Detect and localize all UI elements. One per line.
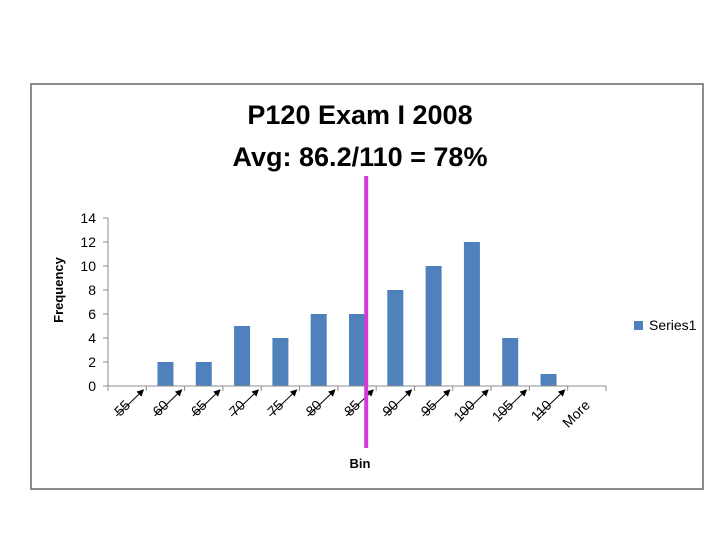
x-tick-label: 80: [302, 397, 324, 419]
axes: 0 2 4 6 8 10 12 14 55 60 65 70 75 80 85 90 95 100 105 110 Mo…: [80, 210, 607, 431]
x-tick-label: 90: [379, 397, 401, 419]
x-axis-title: Bin: [350, 456, 371, 471]
bar-105: [502, 338, 519, 386]
chart-subtitle: Avg: 86.2/110 = 78%: [232, 142, 488, 172]
bar-85: [349, 314, 365, 386]
bar-70: [234, 326, 251, 386]
bar-95: [425, 266, 442, 386]
legend: Series1: [634, 317, 696, 333]
y-tick-label: 0: [88, 378, 96, 394]
bar-75: [272, 338, 289, 386]
y-tick-label: 6: [88, 306, 96, 322]
x-tick-label: 55: [111, 397, 133, 419]
bin-edge-arrow: [460, 389, 489, 417]
y-tick-label: 8: [88, 282, 96, 298]
x-tick-label: 60: [149, 397, 171, 419]
bar-65: [195, 362, 212, 386]
y-tick-label: 10: [80, 258, 96, 274]
x-tick-label: 95: [417, 397, 439, 419]
bar-110: [540, 374, 557, 386]
x-tick-label: 75: [264, 397, 286, 419]
bar-90: [387, 290, 404, 386]
y-tick-label: 4: [88, 330, 96, 346]
x-tick-label: 70: [226, 397, 248, 419]
bin-edge-arrow: [230, 389, 259, 417]
bin-edge-arrow: [307, 389, 336, 417]
y-tick-label: 12: [80, 234, 96, 250]
x-tick-label: 65: [188, 397, 210, 419]
bar-80: [310, 314, 327, 386]
bin-edge-arrow: [384, 389, 413, 417]
bin-edge-arrow: [537, 389, 566, 417]
y-tick-label: 2: [88, 354, 96, 370]
arrow-annotations: [115, 389, 566, 417]
y-axis-title: Frequency: [51, 256, 66, 323]
bin-edge-arrow: [345, 389, 374, 417]
bin-edge-arrow: [499, 389, 528, 417]
bar-100: [463, 242, 480, 386]
bin-edge-arrow: [192, 389, 221, 417]
bin-edge-arrow: [422, 389, 451, 417]
x-tick-label: More: [559, 397, 593, 431]
bin-edge-arrow: [269, 389, 298, 417]
x-tick-label: 85: [341, 397, 363, 419]
bars: [157, 242, 557, 386]
x-tick-label: 110: [528, 397, 555, 424]
chart-title: P120 Exam I 2008: [247, 100, 473, 130]
x-tick-label: 105: [489, 397, 517, 425]
x-tick-label: 100: [450, 397, 478, 425]
legend-label: Series1: [649, 317, 697, 333]
bin-edge-arrow: [115, 389, 145, 417]
bar-60: [157, 362, 174, 386]
bin-edge-arrow: [154, 389, 183, 417]
legend-swatch: [634, 320, 643, 330]
y-tick-label: 14: [80, 210, 96, 226]
